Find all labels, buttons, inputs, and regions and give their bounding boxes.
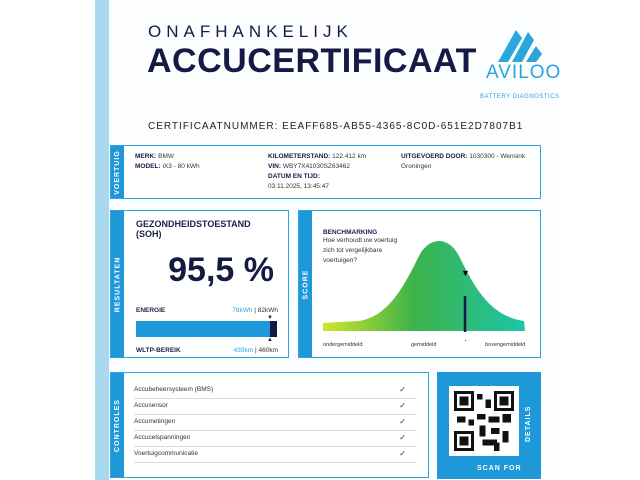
marker-down-icon: ▼: [461, 268, 470, 278]
label-average: gemiddeld: [411, 342, 437, 348]
check-item: Accucelspanningen ✓: [134, 431, 416, 447]
check-icon: ✓: [399, 433, 406, 442]
results-section: RESULTATEN GEZONDHEIDSTOESTAND (SOH) 95,…: [110, 210, 289, 358]
check-item: Accusensor ✓: [134, 399, 416, 415]
label-below: ondergemiddeld: [323, 342, 363, 348]
logo-tagline: BATTERY DIAGNOSTICS: [480, 94, 560, 100]
soh-title: GEZONDHEIDSTOESTAND (SOH): [136, 219, 251, 239]
check-icon: ✓: [399, 449, 406, 458]
check-icon: ✓: [399, 417, 406, 426]
benchmark-question: Hoe verhoudt uw voertuig zich tot vergel…: [323, 237, 398, 264]
label-above: bovengemiddeld: [485, 342, 526, 348]
score-tab: SCORE: [299, 211, 312, 357]
scan-label: SCAN FOR: [477, 465, 522, 472]
subtitle: ONAFHANKELIJK: [148, 22, 353, 41]
results-tab: RESULTATEN: [111, 211, 124, 357]
checks-tab: CONTROLES: [111, 373, 124, 477]
check-item: Voertuigcommunicatie ✓: [134, 447, 416, 463]
energy-value: 78kWh | 82kWh: [232, 307, 278, 314]
page-title: ACCUCERTIFICAAT: [147, 42, 477, 80]
checks-section: CONTROLES Accubeheersysteem (BMS) ✓ Accus…: [110, 372, 429, 478]
range-value: 439km | 460km: [233, 347, 278, 354]
logo-mark-icon: [498, 30, 542, 62]
check-icon: ✓: [399, 401, 406, 410]
marker-up-icon: ▲: [461, 337, 470, 341]
brand: MERK: BMW MODEL: iX3 - 80 kWh: [135, 153, 200, 170]
check-icon: ✓: [399, 385, 406, 394]
soh-bar: [136, 321, 277, 337]
check-item: Accumetingen ✓: [134, 415, 416, 431]
side-stripe: [95, 0, 109, 480]
logo-name: AVILOO: [486, 62, 562, 83]
qr-code-icon[interactable]: [449, 386, 519, 456]
marker-up-icon: ▲: [267, 337, 273, 343]
aviloo-logo: AVILOO BATTERY DIAGNOSTICS: [480, 18, 562, 104]
benchmark-title: BENCHMARKING: [323, 229, 378, 236]
score-section: SCORE ▼ ▲ BENCHMARKING Hoe verhoudt uw v…: [298, 210, 541, 358]
qr-panel[interactable]: SCAN FOR DETAILS: [437, 372, 541, 479]
benchmark-curve: ▼ ▲: [323, 241, 525, 341]
details-label: DETAILS: [525, 405, 532, 442]
marker-down-icon: ▼: [267, 315, 273, 321]
range-label: WLTP-BEREIK: [136, 347, 181, 354]
vehicle-tab: VOERTUIG: [111, 146, 124, 198]
mileage-vin-date: KILOMETERSTAND: 122.412 km VIN: WBY7X4103…: [268, 153, 367, 190]
performed-by: UITGEVOERD DOOR: 1030300 - Wensink Groni…: [401, 153, 526, 170]
energy-label: ENERGIE: [136, 307, 166, 314]
vehicle-section: VOERTUIG MERK: BMW MODEL: iX3 - 80 kWh KI…: [110, 145, 541, 199]
certificate-number: CERTIFICAATNUMMER: EEAFF685-AB55-4365-8C…: [148, 121, 524, 132]
soh-value: 95,5 %: [168, 251, 274, 289]
check-item: Accubeheersysteem (BMS) ✓: [134, 383, 416, 399]
